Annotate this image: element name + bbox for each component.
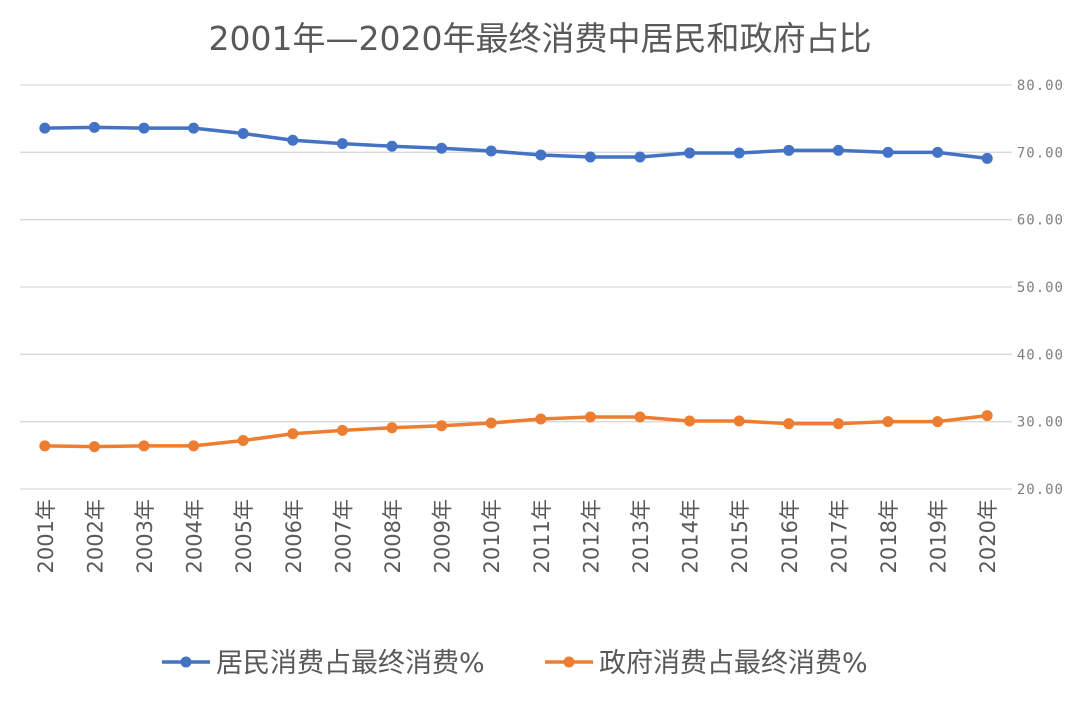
chart-title: 2001年—2020年最终消费中居民和政府占比: [209, 19, 872, 58]
y-tick-label: 20.00: [1017, 482, 1064, 498]
legend-marker: [563, 656, 575, 668]
x-tick-label: 2014年: [679, 499, 703, 573]
data-point: [386, 422, 398, 434]
data-point: [485, 145, 497, 157]
legend-label: 政府消费占最终消费%: [599, 648, 868, 679]
y-tick-label: 50.00: [1017, 280, 1064, 296]
data-point: [981, 410, 993, 422]
x-tick-label: 2006年: [282, 499, 306, 573]
x-tick-label: 2016年: [778, 499, 802, 573]
data-point: [188, 122, 200, 134]
series-line: [44, 413, 988, 449]
legend-label: 居民消费占最终消费%: [216, 648, 485, 679]
data-point: [882, 416, 894, 428]
x-tick-label: 2018年: [877, 499, 901, 573]
x-tick-label: 2019年: [927, 499, 951, 573]
x-tick-label: 2008年: [381, 499, 405, 573]
y-axis-ticks: 20.00 30.00 40.00 50.00 60.00 70.00 80.00: [1017, 78, 1064, 498]
data-point: [634, 411, 646, 423]
data-point: [436, 420, 448, 432]
data-point: [237, 435, 249, 447]
legend: 居民消费占最终消费% 政府消费占最终消费%: [162, 648, 868, 679]
data-point: [634, 151, 646, 163]
data-point: [733, 147, 745, 159]
x-tick-label: 2004年: [183, 499, 207, 573]
x-tick-label: 2011年: [530, 499, 554, 573]
data-point: [436, 142, 448, 154]
x-tick-label: 2012年: [579, 499, 603, 573]
x-tick-label: 2001年: [34, 499, 58, 573]
data-point: [584, 411, 596, 423]
x-tick-label: 2020年: [976, 499, 1000, 573]
data-point: [386, 140, 398, 152]
x-tick-label: 2005年: [232, 499, 256, 573]
x-tick-label: 2017年: [827, 499, 851, 573]
data-point: [684, 147, 696, 159]
gridlines: [20, 84, 1012, 490]
x-tick-label: 2003年: [133, 499, 157, 573]
data-point: [138, 122, 150, 134]
data-point: [535, 413, 547, 425]
data-point: [88, 441, 100, 453]
y-tick-label: 40.00: [1017, 347, 1064, 363]
data-point: [39, 440, 51, 452]
data-point: [287, 428, 299, 440]
data-point: [336, 424, 348, 436]
x-axis-ticks: 2001年 2002年 2003年 2004年 2005年 2006年 2007年 2008年…: [34, 499, 1000, 573]
data-point: [832, 144, 844, 156]
data-point: [336, 138, 348, 150]
y-tick-label: 30.00: [1017, 415, 1064, 431]
x-tick-label: 2009年: [431, 499, 455, 573]
data-point: [981, 152, 993, 164]
data-point: [237, 127, 249, 139]
data-point: [485, 417, 497, 429]
data-point: [783, 418, 795, 430]
data-point: [584, 151, 596, 163]
data-point: [932, 416, 944, 428]
data-point: [535, 149, 547, 161]
data-point: [138, 440, 150, 452]
series-group: [39, 121, 993, 453]
legend-marker: [180, 656, 192, 668]
data-point: [832, 418, 844, 430]
series-line: [44, 125, 988, 161]
data-point: [882, 146, 894, 158]
data-point: [684, 415, 696, 427]
y-tick-label: 70.00: [1017, 145, 1064, 161]
y-tick-label: 80.00: [1017, 78, 1064, 94]
x-tick-label: 2007年: [331, 499, 355, 573]
data-point: [733, 415, 745, 427]
data-point: [287, 134, 299, 146]
data-point: [783, 144, 795, 156]
data-point: [39, 122, 51, 134]
y-tick-label: 60.00: [1017, 213, 1064, 229]
data-point: [188, 440, 200, 452]
x-tick-label: 2015年: [728, 499, 752, 573]
x-tick-label: 2002年: [83, 499, 107, 573]
data-point: [88, 121, 100, 133]
data-point: [932, 146, 944, 158]
x-tick-label: 2013年: [629, 499, 653, 573]
x-tick-label: 2010年: [480, 499, 504, 573]
